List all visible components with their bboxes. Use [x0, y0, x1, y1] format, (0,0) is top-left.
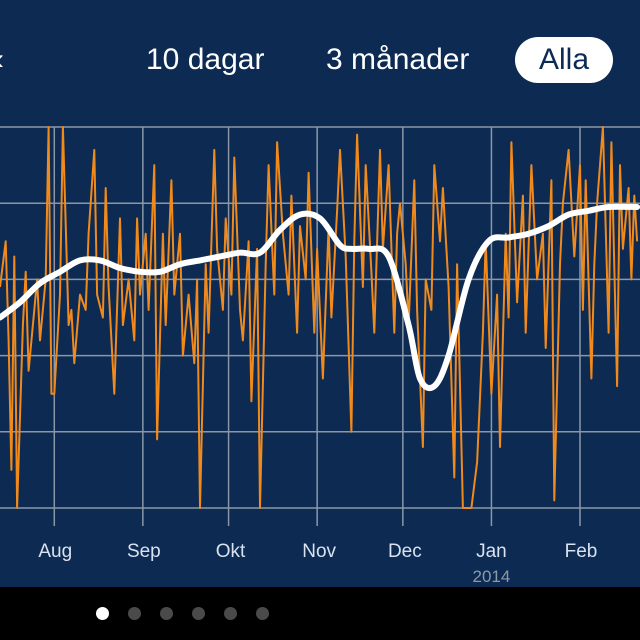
series-trend-line [0, 203, 640, 392]
x-tick-label: Dec [388, 541, 422, 562]
page-dot-1[interactable] [96, 607, 109, 620]
series-daily-line [0, 126, 639, 509]
page-dot-6[interactable] [256, 607, 269, 620]
x-tick-label: Jan [476, 541, 507, 562]
back-chevron-icon[interactable]: ‹ [0, 40, 4, 80]
x-tick-label: Aug [38, 541, 72, 562]
page-dot-5[interactable] [224, 607, 237, 620]
trend-chart: Aug Sep Okt Nov Dec Jan 2014 Feb [0, 126, 640, 586]
range-tab-3-months[interactable]: 3 månader [326, 43, 470, 76]
range-tab-10-days[interactable]: 10 dagar [146, 43, 265, 76]
x-tick-label: Nov [302, 541, 336, 562]
page-indicator [0, 587, 640, 640]
chart-panel: ‹ 10 dagar 3 månader Alla Aug Sep Okt Nov De… [0, 0, 640, 587]
page-dot-3[interactable] [160, 607, 173, 620]
page-dot-4[interactable] [192, 607, 205, 620]
page-dot-2[interactable] [128, 607, 141, 620]
x-year-label: 2014 [473, 567, 511, 586]
range-tab-all[interactable]: Alla [515, 37, 613, 83]
x-tick-label: Feb [565, 541, 598, 562]
x-tick-label: Okt [216, 541, 246, 562]
x-tick-label: Sep [127, 541, 161, 562]
chart-series [0, 126, 640, 509]
chart-axis-labels: Aug Sep Okt Nov Dec Jan 2014 Feb [38, 541, 597, 586]
